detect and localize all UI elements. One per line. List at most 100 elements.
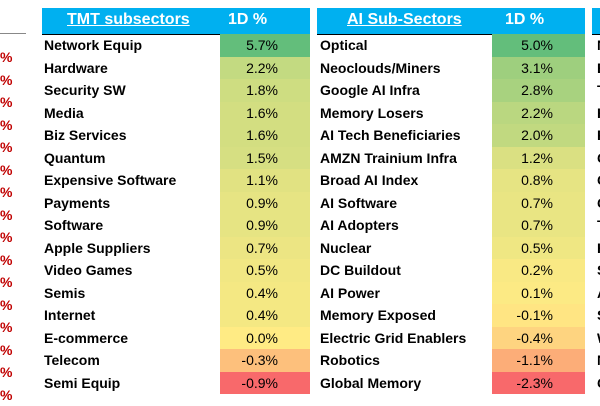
right-edge-letter: F <box>597 124 600 146</box>
left-edge-percent: % <box>0 116 13 133</box>
tmt-value-header: 1D % <box>228 11 268 28</box>
ai-row-name: Robotics <box>320 352 380 368</box>
tmt-value-cell: 0.0% <box>220 326 310 349</box>
tmt-value-cell: 0.5% <box>220 259 310 282</box>
tmt-row-name: Quantum <box>44 149 106 166</box>
right-edge-letter: A <box>597 282 600 304</box>
ai-value-cell: -2.3% <box>492 371 585 394</box>
ai-row-name: Nuclear <box>320 239 372 256</box>
tmt-value-cell: 5.7% <box>220 34 310 57</box>
ai-value-cell: 2.0% <box>492 124 585 147</box>
left-edge-percent: % <box>0 184 13 200</box>
right-cropped-header <box>592 8 600 35</box>
ai-value-cell: 1.2% <box>492 146 585 169</box>
right-edge-letter: W <box>597 327 600 349</box>
ai-row-name: DC Buildout <box>320 262 401 278</box>
ai-row-name: Electric Grid Enablers <box>320 329 467 346</box>
tmt-row-name: Video Games <box>44 262 133 278</box>
ai-value-cell: 0.5% <box>492 236 585 259</box>
right-edge-letter: N <box>597 349 600 371</box>
left-edge-percent: % <box>0 341 13 358</box>
left-edge-percent: % <box>0 139 13 155</box>
left-edge-percent: % <box>0 94 13 110</box>
tmt-value-cell: 1.6% <box>220 101 310 124</box>
left-edge-percent: % <box>0 251 13 268</box>
ai-value-cell: 0.8% <box>492 169 585 192</box>
ai-value-header: 1D % <box>505 11 545 28</box>
ai-row-name: Google AI Infra <box>320 82 420 98</box>
tmt-row-name: Internet <box>44 307 96 323</box>
right-edge-letter: N <box>597 34 600 56</box>
tmt-row-name: Payments <box>44 194 111 211</box>
tmt-row-name: Media <box>44 104 84 121</box>
ai-row-name: AMZN Trainium Infra <box>320 149 457 166</box>
left-edge-percent: % <box>0 161 13 178</box>
ai-value-cell: 2.8% <box>492 79 585 102</box>
tmt-value-cell: -0.9% <box>220 371 310 394</box>
ai-value-cell: -0.1% <box>492 304 585 327</box>
tmt-row-name: Semis <box>44 284 86 301</box>
ai-row-name: Optical <box>320 37 368 53</box>
left-edge-percent: % <box>0 49 13 65</box>
right-edge-letter: C <box>597 192 600 214</box>
right-edge-letter: E <box>597 57 600 79</box>
left-cropped-header-rule <box>0 33 26 34</box>
left-edge-percent: % <box>0 319 13 335</box>
ai-row-name: AI Tech Beneficiaries <box>320 127 461 143</box>
right-edge-letter: H <box>597 102 600 124</box>
left-edge-percent: % <box>0 71 13 88</box>
tmt-row-name: E-commerce <box>44 329 129 346</box>
ai-row-name: AI Software <box>320 194 398 211</box>
ai-value-cell: -1.1% <box>492 349 585 372</box>
tmt-value-cell: 0.4% <box>220 281 310 304</box>
right-edge-letter: T <box>597 79 600 101</box>
tmt-value-cell: 1.8% <box>220 79 310 102</box>
tmt-row-name: Expensive Software <box>44 172 177 188</box>
ai-value-cell: 0.7% <box>492 191 585 214</box>
tmt-value-cell: 1.6% <box>220 124 310 147</box>
tmt-value-cell: 1.5% <box>220 146 310 169</box>
left-edge-percent: % <box>0 229 13 245</box>
right-edge-letter: S <box>597 259 600 281</box>
ai-title: AI Sub-Sectors <box>347 11 462 28</box>
left-edge-percent: % <box>0 274 13 290</box>
tmt-row-name: Apple Suppliers <box>44 239 151 256</box>
tmt-row-name: Telecom <box>44 352 100 368</box>
ai-row-name: Broad AI Index <box>320 172 419 188</box>
right-edge-letter: C <box>597 169 600 191</box>
ai-value-cell: 0.1% <box>492 281 585 304</box>
left-edge-percent: % <box>0 296 13 313</box>
tmt-header: TMT subsectors 1D % <box>42 8 310 35</box>
ai-row-name: Neoclouds/Miners <box>320 59 441 76</box>
ai-row-name: AI Power <box>320 284 380 301</box>
tmt-title: TMT subsectors <box>67 11 190 28</box>
ai-row-name: Memory Exposed <box>320 307 436 323</box>
tmt-value-cell: 0.7% <box>220 236 310 259</box>
ai-value-cell: 0.7% <box>492 214 585 237</box>
tmt-row-name: Hardware <box>44 59 108 76</box>
right-edge-letter: C <box>597 147 600 169</box>
tmt-value-cell: 2.2% <box>220 56 310 79</box>
ai-value-cell: 5.0% <box>492 34 585 57</box>
tmt-value-cell: -0.3% <box>220 349 310 372</box>
right-edge-letter: T <box>597 214 600 236</box>
tmt-row-name: Semi Equip <box>44 374 121 391</box>
left-edge-percent: % <box>0 206 13 223</box>
left-edge-percent: % <box>0 364 13 380</box>
ai-value-cell: 2.2% <box>492 101 585 124</box>
tmt-row-name: Security SW <box>44 82 126 98</box>
tmt-row-name: Software <box>44 217 104 233</box>
ai-row-name: Memory Losers <box>320 104 424 121</box>
tmt-value-cell: 0.9% <box>220 214 310 237</box>
tmt-row-name: Biz Services <box>44 127 127 143</box>
tmt-value-cell: 1.1% <box>220 169 310 192</box>
ai-header: AI Sub-Sectors 1D % <box>317 8 585 35</box>
tmt-row-name: Network Equip <box>44 37 143 53</box>
right-edge-letter: H <box>597 237 600 259</box>
ai-value-cell: 3.1% <box>492 56 585 79</box>
tmt-value-cell: 0.9% <box>220 191 310 214</box>
right-edge-letter: C <box>597 372 600 394</box>
ai-value-cell: -0.4% <box>492 326 585 349</box>
ai-row-name: AI Adopters <box>320 217 399 233</box>
tmt-value-cell: 0.4% <box>220 304 310 327</box>
